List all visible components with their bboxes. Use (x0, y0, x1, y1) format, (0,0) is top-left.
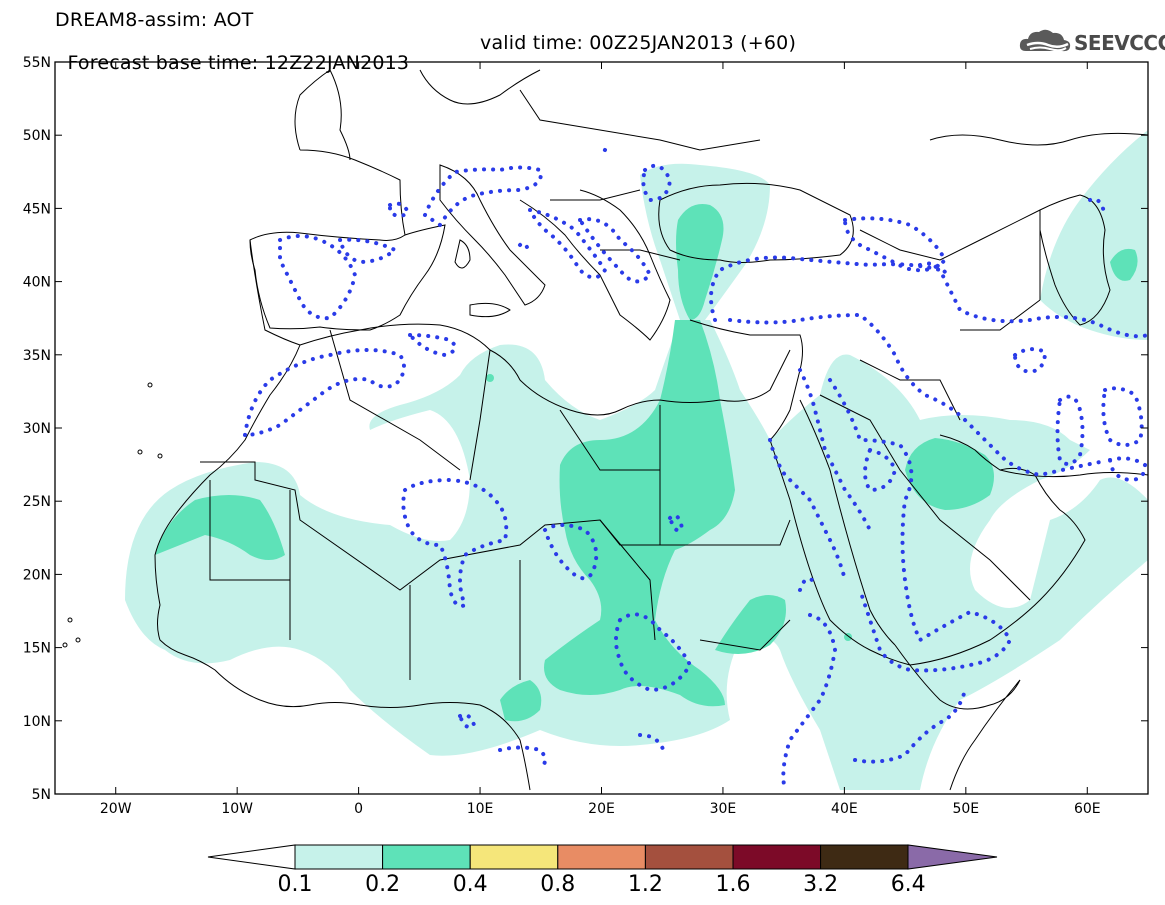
map-title: DREAM8-assim: AOT (55, 9, 254, 31)
cloud-icon (1019, 29, 1071, 52)
lon-tick-label: 20W (100, 801, 132, 817)
colorbar-label: 6.4 (891, 872, 926, 897)
colorbar-label: 0.2 (365, 872, 400, 897)
colorbar-label: 3.2 (803, 872, 838, 897)
colorbar-label: 0.4 (453, 872, 488, 897)
latitude-axis: 55N 50N 45N 40N 35N 30N 25N 20N 15N 10N 5N (23, 55, 1148, 803)
lat-tick-label: 10N (23, 714, 51, 730)
lat-tick-label: 20N (23, 567, 51, 583)
colorbar-swatch (557, 844, 646, 870)
lon-tick-label: 0 (354, 801, 363, 817)
lon-tick-label: 10W (221, 801, 253, 817)
colorbar-label: 1.6 (716, 872, 751, 897)
colorbar-label: 0.1 (278, 872, 313, 897)
lon-tick-label: 10E (467, 801, 494, 817)
lat-tick-label: 45N (23, 201, 51, 217)
lat-tick-label: 30N (23, 421, 51, 437)
colorbar-swatch (732, 844, 822, 870)
lon-tick-label: 60E (1074, 801, 1101, 817)
lon-tick-label: 40E (831, 801, 858, 817)
lon-tick-label: 30E (710, 801, 737, 817)
lat-tick-label: 35N (23, 348, 51, 364)
longitude-axis: 20W 10W 0 10E 20E 30E 40E 50E 60E (100, 62, 1101, 817)
lat-tick-label: 15N (23, 641, 51, 657)
lat-tick-label: 40N (23, 275, 51, 291)
lon-tick-label: 20E (588, 801, 615, 817)
logo-text: SEEVCCC (1074, 31, 1165, 55)
aot-dotted-contours (242, 146, 1148, 792)
colorbar-swatch (382, 844, 471, 870)
colorbar-label: 0.8 (540, 872, 575, 897)
lat-tick-label: 55N (23, 55, 51, 71)
base-time-text: Forecast base time: 12Z22JAN2013 (67, 52, 410, 74)
colorbar-swatch (294, 844, 384, 870)
colorbar-high-arrow (907, 844, 998, 870)
valid-time-text: valid time: 00Z25JAN2013 (+60) (480, 32, 797, 54)
colorbar-label: 1.2 (628, 872, 663, 897)
coastlines-and-borders (62, 69, 1148, 791)
forecast-base-time: Forecast base time: 12Z22JAN2013 valid t… (55, 33, 795, 93)
colorbar-low-arrow (207, 844, 296, 870)
lat-tick-label: 50N (23, 128, 51, 144)
colorbar-swatch (820, 844, 909, 870)
aot-fill-level-2 (155, 204, 1138, 722)
colorbar-swatch (644, 844, 734, 870)
lon-tick-label: 50E (952, 801, 979, 817)
seevccc-logo: SEEVCCC (1018, 25, 1165, 57)
lat-tick-label: 25N (23, 494, 51, 510)
lat-tick-label: 5N (32, 787, 51, 803)
colorbar-swatch (469, 844, 559, 870)
